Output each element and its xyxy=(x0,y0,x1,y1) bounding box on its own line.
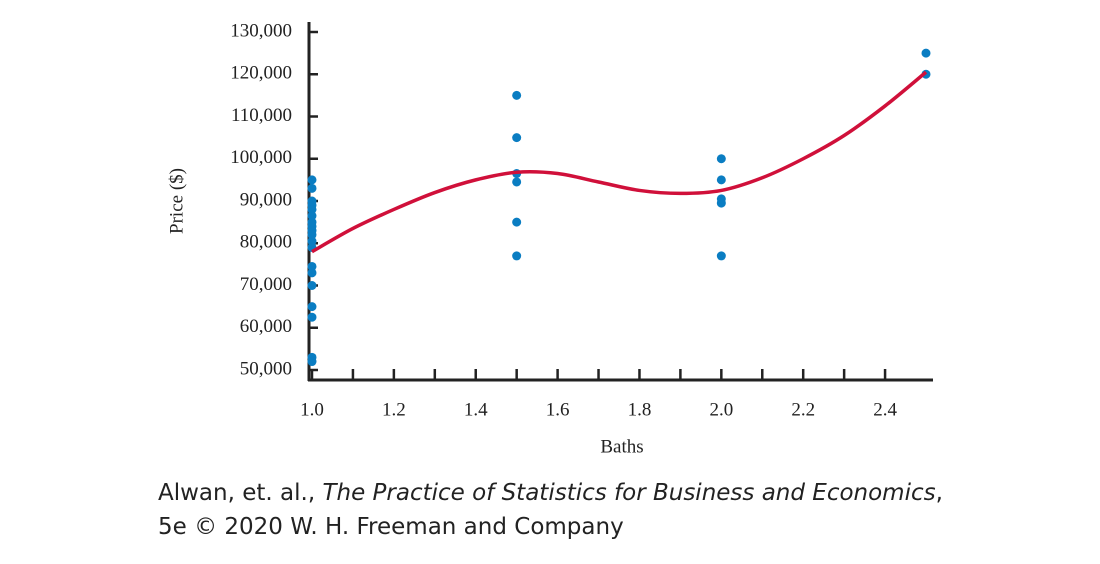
x-tick-label: 2.4 xyxy=(873,399,897,420)
y-tick-label: 100,000 xyxy=(230,147,292,168)
x-tick-label: 1.4 xyxy=(464,399,488,420)
y-tick-label: 50,000 xyxy=(240,358,292,379)
y-tick-label: 130,000 xyxy=(230,20,292,41)
point xyxy=(512,251,522,261)
caption-title: The Practice of Statistics for Business … xyxy=(322,480,935,506)
point xyxy=(307,357,317,367)
x-tick-label: 1.8 xyxy=(628,399,652,420)
caption: Alwan, et. al., The Practice of Statisti… xyxy=(158,480,943,506)
y-tick-label: 80,000 xyxy=(240,232,292,253)
x-tick-label: 1.6 xyxy=(546,399,570,420)
y-tick-label: 70,000 xyxy=(240,274,292,295)
point xyxy=(512,90,522,100)
caption-line: 5e © 2020 W. H. Freeman and Company xyxy=(158,514,624,540)
x-tick-label: 2.0 xyxy=(709,399,733,420)
point xyxy=(307,268,317,278)
y-axis-title: Price ($) xyxy=(166,168,187,234)
point xyxy=(307,261,317,271)
x-tick-label: 1.0 xyxy=(300,399,324,420)
caption-authors: Alwan, et. al., xyxy=(158,480,322,506)
x-tick-label: 2.2 xyxy=(791,399,815,420)
point xyxy=(307,312,317,322)
fit-curve xyxy=(311,70,928,254)
point xyxy=(921,48,931,58)
point xyxy=(512,133,522,143)
point xyxy=(307,211,317,221)
point xyxy=(716,251,726,261)
caption-rest: , xyxy=(936,480,943,506)
x-tick-label: 1.2 xyxy=(382,399,406,420)
point xyxy=(307,230,317,240)
point xyxy=(716,198,726,208)
point xyxy=(307,175,317,185)
point xyxy=(307,236,317,246)
point xyxy=(512,177,522,187)
point xyxy=(512,217,522,227)
point xyxy=(307,204,317,214)
point xyxy=(716,154,726,164)
y-tick-label: 120,000 xyxy=(230,63,292,84)
point xyxy=(716,175,726,185)
point xyxy=(307,183,317,193)
y-tick-label: 110,000 xyxy=(231,105,292,126)
point xyxy=(307,281,317,290)
x-axis-title: Baths xyxy=(600,436,643,457)
y-tick-label: 60,000 xyxy=(240,316,292,337)
point xyxy=(307,302,317,312)
y-tick-label: 90,000 xyxy=(240,189,292,210)
